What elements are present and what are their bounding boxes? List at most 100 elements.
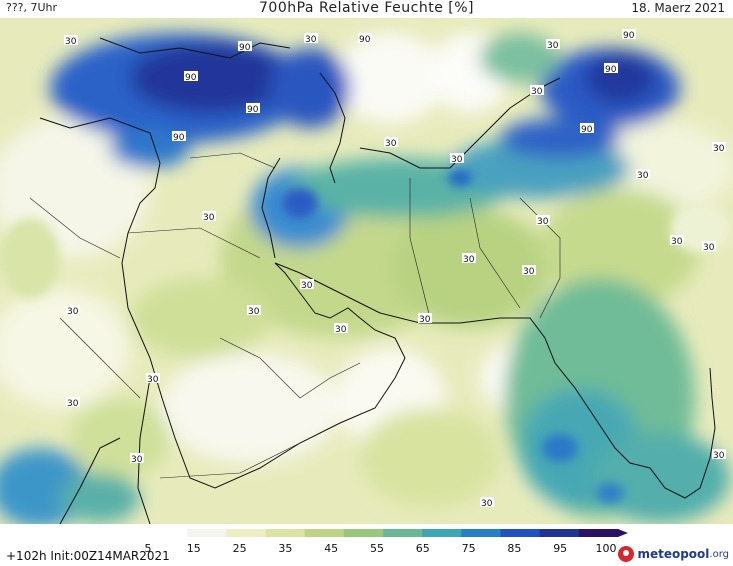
svg-text:30: 30 bbox=[703, 243, 715, 253]
colorbar-tick-label: 25 bbox=[233, 542, 247, 555]
colorbar-tick-label: 95 bbox=[553, 542, 567, 555]
svg-text:30: 30 bbox=[67, 307, 79, 317]
country-borders bbox=[29, 152, 561, 479]
colorbar-swatch bbox=[226, 529, 266, 537]
svg-text:90: 90 bbox=[581, 125, 593, 135]
humidity-detail bbox=[0, 170, 730, 503]
brand-name: meteopool bbox=[637, 547, 710, 561]
svg-text:30: 30 bbox=[335, 325, 347, 335]
svg-text:30: 30 bbox=[67, 399, 79, 409]
colorbar-tick-label: 65 bbox=[416, 542, 430, 555]
humidity-map: 30 30 30 30 30 30 30 30 30 30 30 30 30 3… bbox=[0, 18, 733, 524]
svg-text:30: 30 bbox=[301, 281, 313, 291]
svg-text:90: 90 bbox=[239, 43, 251, 53]
contour-label-90: 90 bbox=[184, 71, 198, 83]
svg-text:30: 30 bbox=[248, 307, 260, 317]
svg-text:90: 90 bbox=[359, 35, 371, 45]
svg-text:30: 30 bbox=[65, 37, 77, 47]
humidity-field bbox=[0, 33, 733, 524]
contour-label-90: 90 bbox=[622, 29, 636, 41]
colorbar-tick-label: 75 bbox=[462, 542, 476, 555]
svg-text:30: 30 bbox=[147, 375, 159, 385]
colorbar-tick-label: 5 bbox=[145, 542, 152, 555]
contour-label-30: 30 bbox=[462, 253, 476, 265]
contour-label-90: 90 bbox=[604, 63, 618, 75]
svg-text:30: 30 bbox=[131, 455, 143, 465]
contour-label-30: 30 bbox=[530, 85, 544, 97]
colorbar-swatches bbox=[148, 529, 628, 537]
contour-labels: 30 30 30 30 30 30 30 30 30 30 30 30 30 3… bbox=[64, 29, 726, 509]
contour-label-30: 30 bbox=[450, 153, 464, 165]
svg-text:30: 30 bbox=[451, 155, 463, 165]
colorbar-swatch bbox=[265, 529, 306, 537]
svg-text:90: 90 bbox=[247, 105, 259, 115]
map-title: 700hPa Relative Feuchte [%] bbox=[259, 0, 474, 16]
contour-label-30: 30 bbox=[670, 235, 684, 247]
colorbar-swatch bbox=[148, 529, 188, 537]
svg-text:30: 30 bbox=[523, 267, 535, 277]
contour-label-30: 30 bbox=[304, 33, 318, 45]
contour-label-90: 90 bbox=[358, 33, 372, 45]
pin-icon bbox=[618, 546, 635, 562]
contour-label-30: 30 bbox=[384, 137, 398, 149]
colorbar-tick-label: 55 bbox=[370, 542, 384, 555]
svg-text:30: 30 bbox=[713, 144, 725, 154]
contour-label-90: 90 bbox=[580, 123, 594, 135]
svg-text:30: 30 bbox=[203, 213, 215, 223]
run-info: +102h Init:00Z14MAR2021 bbox=[6, 549, 170, 563]
colorbar-swatch bbox=[187, 529, 227, 537]
contour-label-30: 30 bbox=[636, 169, 650, 181]
svg-text:90: 90 bbox=[605, 65, 617, 75]
svg-text:30: 30 bbox=[537, 217, 549, 227]
colorbar-tick-label: 85 bbox=[507, 542, 521, 555]
colorbar-tick-label: 45 bbox=[324, 542, 338, 555]
colorbar-swatch bbox=[578, 529, 619, 537]
colorbar-swatch bbox=[383, 529, 423, 537]
contour-label-30: 30 bbox=[480, 497, 494, 509]
svg-text:30: 30 bbox=[713, 451, 725, 461]
svg-text:90: 90 bbox=[173, 133, 185, 143]
colorbar-tick-label: 15 bbox=[187, 542, 201, 555]
contour-label-30: 30 bbox=[202, 211, 216, 223]
svg-text:30: 30 bbox=[637, 171, 649, 181]
svg-text:30: 30 bbox=[419, 315, 431, 325]
svg-text:30: 30 bbox=[385, 139, 397, 149]
colorbar-arrow bbox=[618, 529, 628, 537]
contour-label-90: 90 bbox=[172, 131, 186, 143]
colorbar-swatch bbox=[539, 529, 580, 537]
svg-text:30: 30 bbox=[305, 35, 317, 45]
colorbar: 5 15 25 35 45 55 65 75 85 95 100 bbox=[145, 529, 628, 555]
svg-text:30: 30 bbox=[481, 499, 493, 509]
contour-label-90: 90 bbox=[238, 41, 252, 53]
svg-text:90: 90 bbox=[185, 73, 197, 83]
svg-text:90: 90 bbox=[623, 31, 635, 41]
svg-text:30: 30 bbox=[463, 255, 475, 265]
colorbar-swatch bbox=[461, 529, 501, 537]
contour-label-30: 30 bbox=[546, 39, 560, 51]
contour-label-30: 30 bbox=[146, 373, 160, 385]
contour-label-30: 30 bbox=[334, 323, 348, 335]
contour-label-30: 30 bbox=[130, 453, 144, 465]
svg-text:30: 30 bbox=[671, 237, 683, 247]
contour-label-30: 30 bbox=[66, 397, 80, 409]
colorbar-swatch bbox=[500, 529, 541, 537]
brand-logo[interactable]: meteopool .org bbox=[618, 544, 729, 564]
contour-label-30: 30 bbox=[66, 305, 80, 317]
colorbar-swatch bbox=[422, 529, 462, 537]
header-date: 18. Maerz 2021 bbox=[631, 1, 725, 15]
svg-text:30: 30 bbox=[547, 41, 559, 51]
colorbar-swatch bbox=[343, 529, 384, 537]
colorbar-tick-labels: 5 15 25 35 45 55 65 75 85 95 100 bbox=[145, 542, 617, 555]
colorbar-tick-label: 35 bbox=[278, 542, 292, 555]
contour-label-30: 30 bbox=[64, 35, 78, 47]
coastlines bbox=[39, 37, 716, 524]
contour-label-30: 30 bbox=[247, 305, 261, 317]
contour-label-30: 30 bbox=[702, 241, 716, 253]
colorbar-tick-label: 100 bbox=[596, 542, 617, 555]
svg-text:30: 30 bbox=[531, 87, 543, 97]
contour-label-30: 30 bbox=[536, 215, 550, 227]
brand-tld: .org bbox=[709, 548, 729, 560]
contour-label-30: 30 bbox=[418, 313, 432, 325]
contour-label-30: 30 bbox=[300, 279, 314, 291]
